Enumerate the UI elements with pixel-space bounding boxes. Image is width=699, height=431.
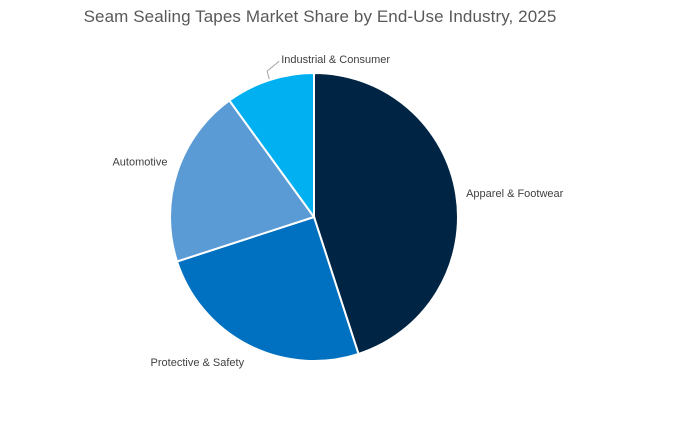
pie-slice-automotive (169, 99, 316, 263)
leader-line-industrial-and-consumer (266, 60, 280, 80)
leader-lines (266, 60, 280, 80)
slice-label-protective-and-safety: Protective & Safety (151, 357, 245, 369)
slice-label-automotive: Automotive (112, 156, 167, 168)
slice-label-apparel-and-footwear: Apparel & Footwear (466, 188, 564, 200)
pie-slice-protective-and-safety (175, 215, 360, 362)
pie-slices (169, 71, 459, 362)
slice-labels: Apparel & Footwear Protective & Safety Aut… (112, 54, 563, 369)
pie-slice-apparel-and-footwear (313, 71, 459, 356)
chart-title: Seam Sealing Tapes Market Share by End-U… (83, 7, 557, 26)
slice-label-industrial-and-consumer: Industrial & Consumer (281, 54, 390, 66)
pie-slice-industrial-and-consumer (227, 71, 315, 221)
